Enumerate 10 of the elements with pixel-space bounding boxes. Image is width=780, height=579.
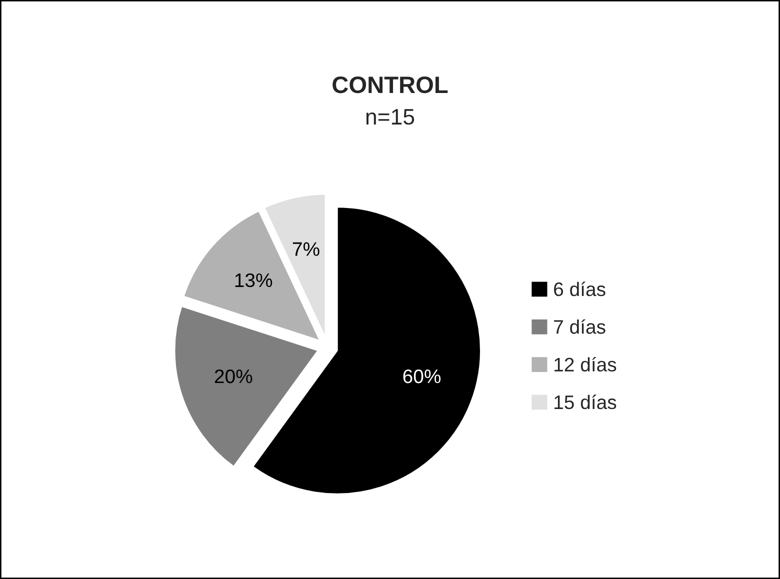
legend-label: 15 días [554, 394, 616, 410]
data-label: 13% [235, 273, 272, 288]
data-label: 7% [292, 242, 320, 256]
data-label: 60% [403, 369, 441, 384]
legend-label: 6 días [554, 282, 606, 296]
chart-subtitle: n=15 [366, 109, 414, 125]
data-label: 20% [214, 369, 252, 384]
legend-label: 7 días [554, 319, 606, 334]
chart-title: CONTROL [332, 76, 448, 94]
legend-label: 12 días [554, 357, 616, 372]
